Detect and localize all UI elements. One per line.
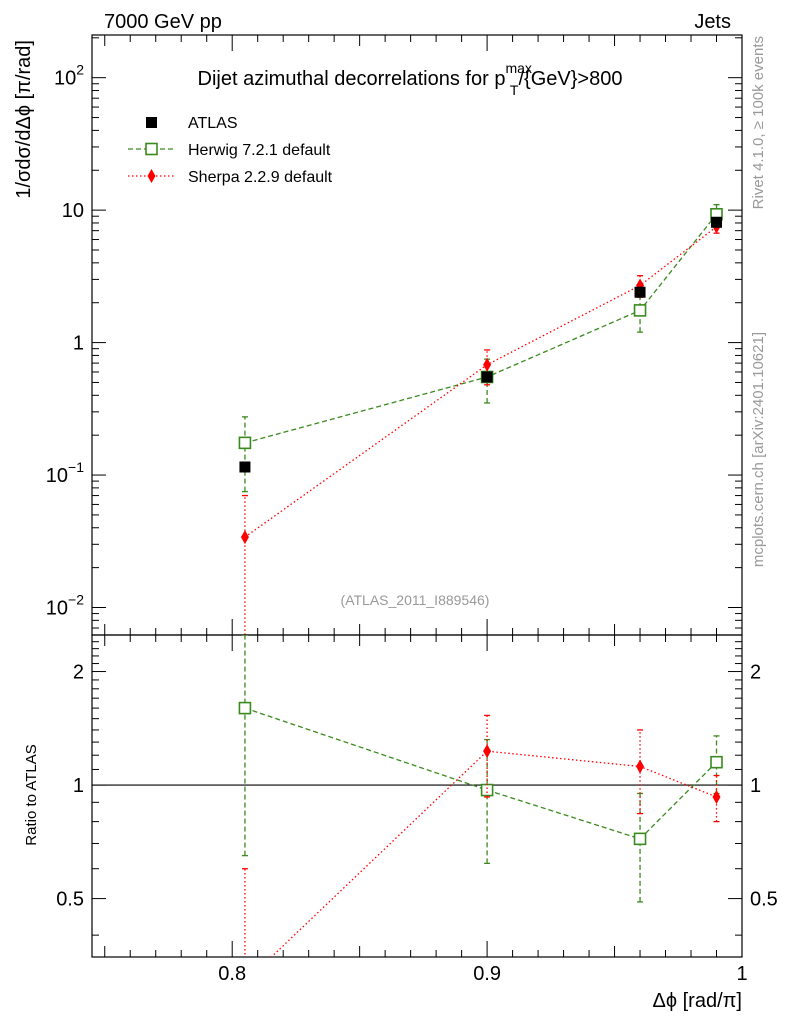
ratio-y-tick-label: 1 <box>73 775 84 797</box>
ratio-y-axis-label: Ratio to ATLAS <box>23 744 40 845</box>
mcplots-label: mcplots.cern.ch [arXiv:2401.10621] <box>750 332 767 567</box>
main-y-tick-label: 10 <box>62 200 84 222</box>
sherpa-ratio-point <box>636 759 645 774</box>
herwig-main-line <box>244 213 718 444</box>
legend-label-sherpa: Sherpa 2.2.9 default <box>188 169 333 186</box>
atlas-main-point <box>634 286 646 298</box>
ratio-plot-panel: 0.5 0.5 1 1 2 2 0.8 0.9 1 Ratio to ATLAS <box>23 634 778 985</box>
sherpa-ratio-point <box>483 744 492 759</box>
ratio-plot-frame <box>91 634 743 958</box>
plot-title: Dijet azimuthal decorrelations for pmax T… <box>198 60 623 98</box>
sherpa-ratio-point <box>712 789 721 804</box>
ratio-y-tick-label-right: 1 <box>750 775 761 797</box>
herwig-main-point <box>238 436 252 450</box>
atlas-main-point <box>711 216 723 228</box>
sherpa-main-line <box>244 226 717 538</box>
legend-marker-herwig <box>145 142 158 156</box>
legend-entry-herwig: Herwig 7.2.1 default <box>128 142 331 159</box>
main-y-tick-label: 102 <box>54 62 84 90</box>
x-axis-label: Δϕ [rad/π] <box>653 990 743 1012</box>
legend-label-herwig: Herwig 7.2.1 default <box>188 142 331 159</box>
ratio-y-tick-label-right: 2 <box>750 662 761 684</box>
main-y-tick-base: 10 <box>54 68 76 90</box>
main-y-tick-exponent: 2 <box>76 62 84 78</box>
herwig-ratio-point <box>238 701 252 715</box>
ratio-y-tick-label-right: 0.5 <box>750 889 778 911</box>
process-label: Jets <box>694 11 731 33</box>
legend-marker-atlas <box>146 117 157 128</box>
legend-label-atlas: ATLAS <box>188 115 238 132</box>
herwig-main-point <box>633 304 647 317</box>
herwig-ratio-line <box>244 707 717 840</box>
herwig-ratio-point <box>633 832 647 846</box>
sherpa-main-point <box>483 357 492 372</box>
sherpa-main-point <box>240 530 249 545</box>
analysis-id: (ATLAS_2011_I889546) <box>341 592 490 608</box>
energy-label: 7000 GeV pp <box>104 11 222 33</box>
main-y-tick-label: 1 <box>73 333 84 355</box>
ratio-y-tick-label: 2 <box>73 662 84 684</box>
main-y-tick-base: 10 <box>46 465 68 487</box>
main-y-tick-label: 10−2 <box>46 592 84 620</box>
main-y-tick-label: 10−1 <box>46 459 84 487</box>
herwig-ratio-point <box>710 755 723 769</box>
ratio-y-tick-label: 0.5 <box>56 889 84 911</box>
main-y-tick-exponent: −2 <box>68 592 84 608</box>
x-tick-label: 0.9 <box>473 963 501 985</box>
x-tick-label: 0.8 <box>218 963 246 985</box>
rivet-label: Rivet 4.1.0, ≥ 100k events <box>750 36 767 209</box>
legend-entry-sherpa: Sherpa 2.2.9 default <box>128 169 333 186</box>
x-tick-label: 1 <box>736 963 747 985</box>
herwig-ratio-point <box>480 783 494 797</box>
main-y-axis-label: 1/σdσ/dΔϕ [π/rad] <box>13 40 35 199</box>
legend-marker-sherpa <box>147 169 156 183</box>
main-y-tick-base: 10 <box>46 598 68 620</box>
main-y-tick-base: 10 <box>62 200 84 222</box>
sherpa-ratio-line <box>270 750 717 957</box>
main-y-tick-base: 1 <box>73 333 84 355</box>
atlas-main-point <box>481 371 493 383</box>
main-y-tick-exponent: −1 <box>68 459 84 475</box>
atlas-main-point <box>239 461 251 473</box>
legend-entry-atlas: ATLAS <box>146 115 238 132</box>
legend: ATLAS Herwig 7.2.1 default Sherpa 2.2.9 … <box>128 115 333 186</box>
